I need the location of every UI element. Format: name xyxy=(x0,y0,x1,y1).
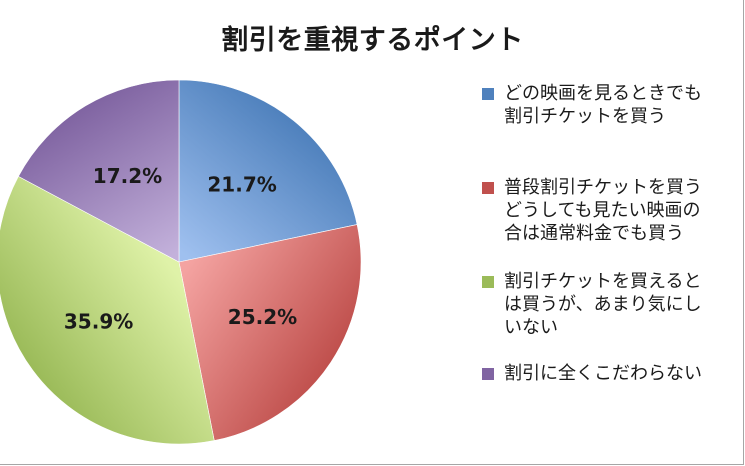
legend-label-line: 普段割引チケットを買う xyxy=(504,177,702,198)
legend-label-2: 普段割引チケットを買う どうしても見たい映画の 合は通常料金でも買う xyxy=(504,176,702,245)
legend-label-line: は買うが、あまり気にし xyxy=(504,294,702,315)
legend-label-line: 割引に全くこだわらない xyxy=(504,363,702,384)
legend-swatch-3 xyxy=(482,276,494,288)
chart-title: 割引を重視するポイント xyxy=(221,25,524,56)
data-label-1: 21.7% xyxy=(207,172,276,196)
legend-swatch-1 xyxy=(482,88,494,100)
legend-swatch-4 xyxy=(482,368,494,380)
legend-swatch-2 xyxy=(482,182,494,194)
legend-label-line: どの映画を見るときでも xyxy=(504,83,702,104)
legend-label-4: 割引に全くこだわらない xyxy=(504,362,702,385)
data-label-4: 17.2% xyxy=(93,164,162,188)
pie-slice-4 xyxy=(18,79,180,263)
legend-label-3: 割引チケットを買えると は買うが、あまり気にし いない xyxy=(504,270,702,339)
pie-slice-2 xyxy=(178,224,362,441)
legend-label-line: 割引チケットを買う xyxy=(504,106,666,127)
data-label-3: 35.9% xyxy=(64,310,133,334)
legend-label-line: いない xyxy=(504,317,558,338)
legend-label-line: 合は通常料金でも買う xyxy=(504,223,684,244)
pie-slice-3 xyxy=(0,175,215,445)
pie-slice-1 xyxy=(178,79,358,263)
legend-label-line: 割引チケットを買えると xyxy=(504,271,702,292)
data-label-2: 25.2% xyxy=(228,305,297,329)
legend-label-line: どうしても見たい映画の xyxy=(504,200,701,221)
legend-label-1: どの映画を見るときでも 割引チケットを買う xyxy=(504,82,702,128)
